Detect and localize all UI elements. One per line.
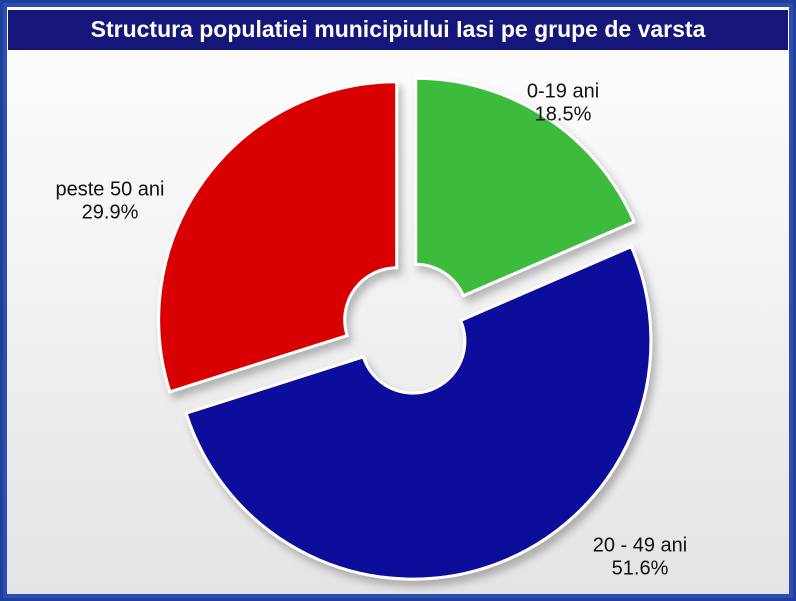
slice-label: 20 - 49 ani: [593, 534, 688, 556]
slice-label: peste 50 ani: [56, 178, 165, 200]
slice: [184, 244, 653, 581]
pie: [157, 76, 653, 581]
value-label: 18.5%: [535, 103, 592, 125]
value-label: 29.9%: [82, 201, 139, 223]
chart-title: Structura populatiei municipiului Iasi p…: [91, 16, 706, 42]
value-label: 51.6%: [612, 557, 669, 579]
slice-label: 0-19 ani: [527, 80, 599, 102]
slice: [414, 76, 637, 298]
slice: [157, 80, 399, 394]
title-bar: [8, 10, 788, 50]
